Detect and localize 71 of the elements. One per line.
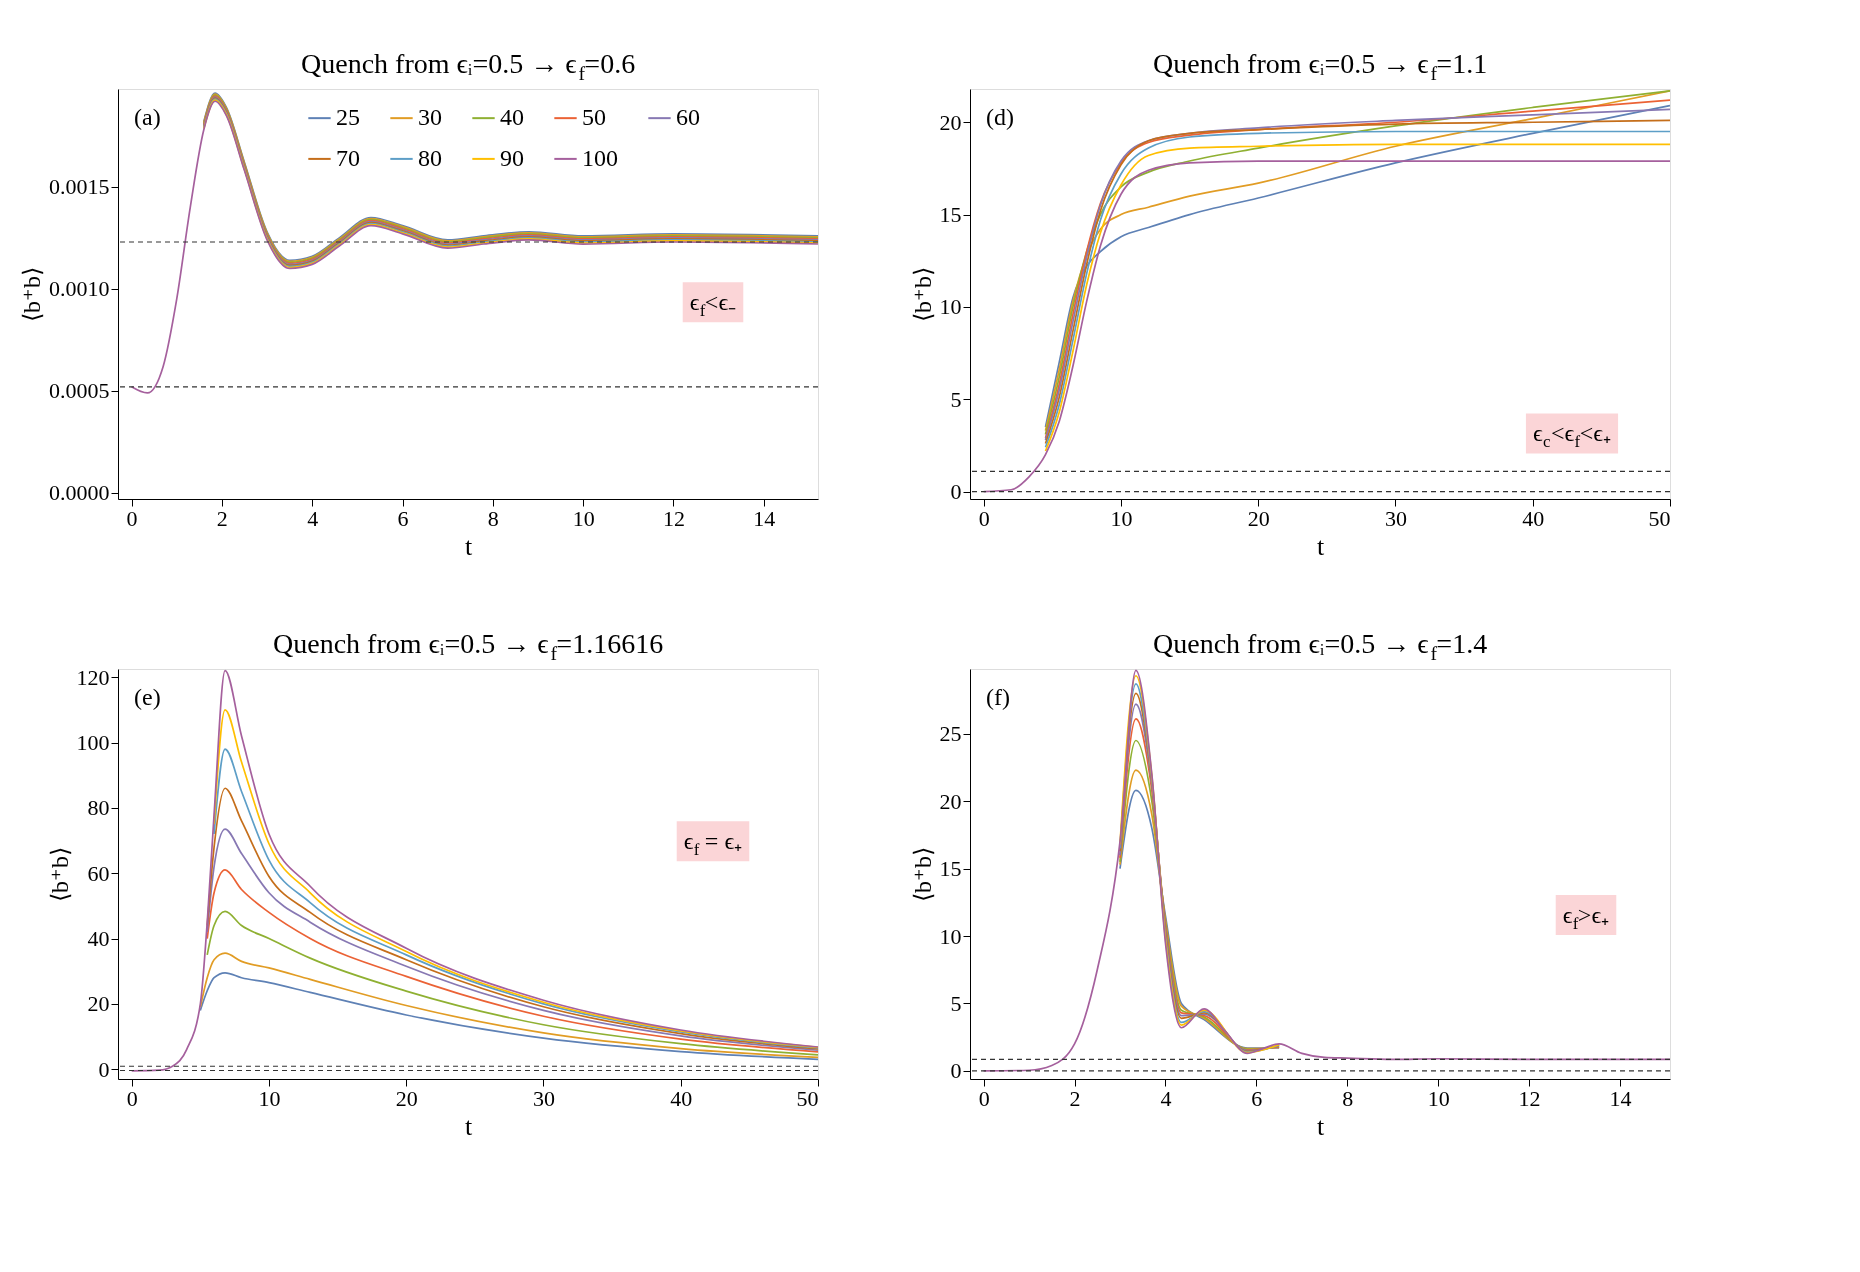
y-tick-label: 0 — [950, 479, 962, 505]
y-tick-label: 0.0000 — [49, 480, 110, 506]
x-tick-label: 8 — [487, 505, 499, 531]
y-axis-title: ⟨b⁺b⟩ — [909, 847, 936, 902]
annotation: (d) — [986, 104, 1014, 130]
y-tick-label: 80 — [87, 795, 110, 821]
x-tick-label: 6 — [1251, 1085, 1263, 1111]
x-tick-label: 8 — [1342, 1085, 1354, 1111]
x-tick-label: 14 — [753, 505, 776, 531]
legend-label: 30 — [418, 104, 442, 131]
x-tick-label: 10 — [258, 1085, 281, 1111]
y-tick-label: 20 — [939, 109, 962, 135]
legend-label: 100 — [582, 144, 618, 171]
x-tick-label: 40 — [670, 1085, 693, 1111]
y-tick-label: 10 — [939, 294, 962, 320]
x-tick-label: 6 — [397, 505, 409, 531]
legend-label: 70 — [336, 144, 360, 171]
y-tick-label: 15 — [939, 202, 962, 228]
y-tick-label: 0.0015 — [49, 174, 110, 200]
x-axis-title: t — [464, 531, 473, 561]
x-axis-title: t — [464, 1111, 473, 1141]
annotation: (a) — [134, 104, 161, 130]
x-tick-label: 40 — [1522, 505, 1545, 531]
x-tick-label: 14 — [1609, 1085, 1632, 1111]
y-tick-label: 25 — [939, 721, 962, 747]
legend-label: 50 — [582, 104, 606, 131]
x-tick-label: 2 — [1069, 1085, 1081, 1111]
y-tick-label: 60 — [87, 860, 110, 886]
legend-label: 40 — [500, 104, 524, 131]
y-tick-label: 100 — [76, 730, 110, 756]
y-tick-label: 15 — [939, 856, 962, 882]
annotation: (f) — [986, 684, 1010, 710]
y-tick-label: 0.0005 — [49, 378, 110, 404]
annotation: (e) — [134, 684, 161, 710]
legend-label: 80 — [418, 144, 442, 171]
y-axis-title: ⟨b⁺b⟩ — [46, 847, 73, 902]
x-tick-label: 10 — [572, 505, 595, 531]
x-tick-label: 0 — [126, 1085, 138, 1111]
x-tick-label: 10 — [1427, 1085, 1450, 1111]
y-tick-label: 20 — [939, 788, 962, 814]
x-tick-label: 0 — [126, 505, 138, 531]
legend-label: 25 — [336, 104, 360, 131]
y-tick-label: 0.0010 — [49, 276, 110, 302]
y-tick-label: 5 — [950, 990, 962, 1016]
y-tick-label: 10 — [939, 923, 962, 949]
y-tick-label: 0 — [98, 1056, 110, 1082]
x-tick-label: 0 — [978, 505, 990, 531]
x-tick-label: 12 — [1518, 1085, 1541, 1111]
x-tick-label: 0 — [978, 1085, 990, 1111]
x-tick-label: 12 — [662, 505, 685, 531]
y-tick-label: 0 — [950, 1058, 962, 1084]
y-axis-title: ⟨b⁺b⟩ — [19, 267, 45, 322]
x-tick-label: 20 — [1247, 505, 1270, 531]
x-axis-title: t — [1316, 1111, 1325, 1141]
x-tick-label: 50 — [1648, 505, 1671, 531]
y-tick-label: 40 — [87, 926, 110, 952]
x-tick-label: 2 — [216, 505, 228, 531]
y-tick-label: 120 — [76, 664, 110, 690]
x-tick-label: 30 — [532, 1085, 555, 1111]
x-tick-label: 4 — [307, 505, 319, 531]
x-tick-label: 4 — [1160, 1085, 1172, 1111]
x-tick-label: 30 — [1384, 505, 1407, 531]
x-tick-label: 10 — [1110, 505, 1133, 531]
y-tick-label: 20 — [87, 991, 110, 1017]
x-tick-label: 20 — [395, 1085, 418, 1111]
x-tick-label: 50 — [796, 1085, 819, 1111]
y-tick-label: 5 — [950, 386, 962, 412]
x-axis-title: t — [1316, 531, 1325, 561]
legend-label: 90 — [500, 144, 524, 171]
legend-label: 60 — [676, 104, 700, 131]
y-axis-title: ⟨b⁺b⟩ — [909, 267, 936, 322]
